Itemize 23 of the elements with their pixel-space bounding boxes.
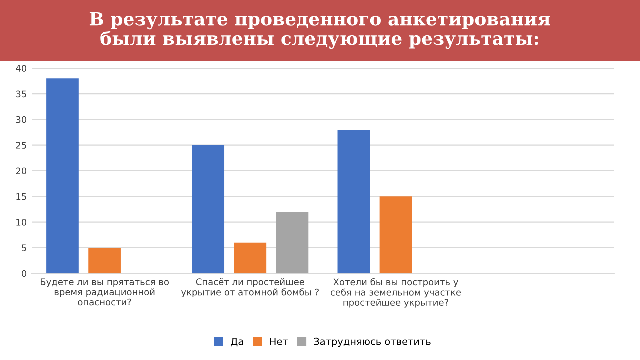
y-tick-label: 10 bbox=[16, 219, 27, 226]
y-tick-label: 40 bbox=[16, 65, 27, 72]
bar bbox=[276, 212, 309, 274]
bar bbox=[192, 145, 225, 274]
y-tick-label: 25 bbox=[16, 142, 26, 149]
x-tick-label: Хотели бы вы построить у себя на земельном участке простейшее укрытие? bbox=[330, 278, 462, 308]
x-tick-label: Спасёт ли простейшее укрытие от атомной бомбы ? bbox=[181, 278, 319, 298]
chart-title: В результате проведенного анкетирования были выявлены следующие результаты: bbox=[90, 12, 550, 50]
legend-label: Затрудняюсь ответить bbox=[314, 338, 431, 348]
y-tick-label: 5 bbox=[22, 244, 26, 252]
bar bbox=[88, 248, 121, 274]
bar bbox=[380, 196, 412, 274]
x-tick-label: Будете ли вы прятаться во время радиационной опасности? bbox=[40, 278, 169, 306]
bar bbox=[338, 130, 370, 274]
y-tick-label: 20 bbox=[16, 168, 27, 175]
y-tick-label: 35 bbox=[16, 90, 26, 98]
legend-label: Нет bbox=[270, 338, 288, 346]
bar bbox=[46, 78, 79, 274]
y-tick-label: 0 bbox=[22, 270, 27, 278]
bar bbox=[234, 242, 267, 274]
legend-label: Да bbox=[231, 338, 244, 347]
y-tick-label: 30 bbox=[16, 116, 27, 124]
y-tick-label: 15 bbox=[16, 194, 26, 200]
